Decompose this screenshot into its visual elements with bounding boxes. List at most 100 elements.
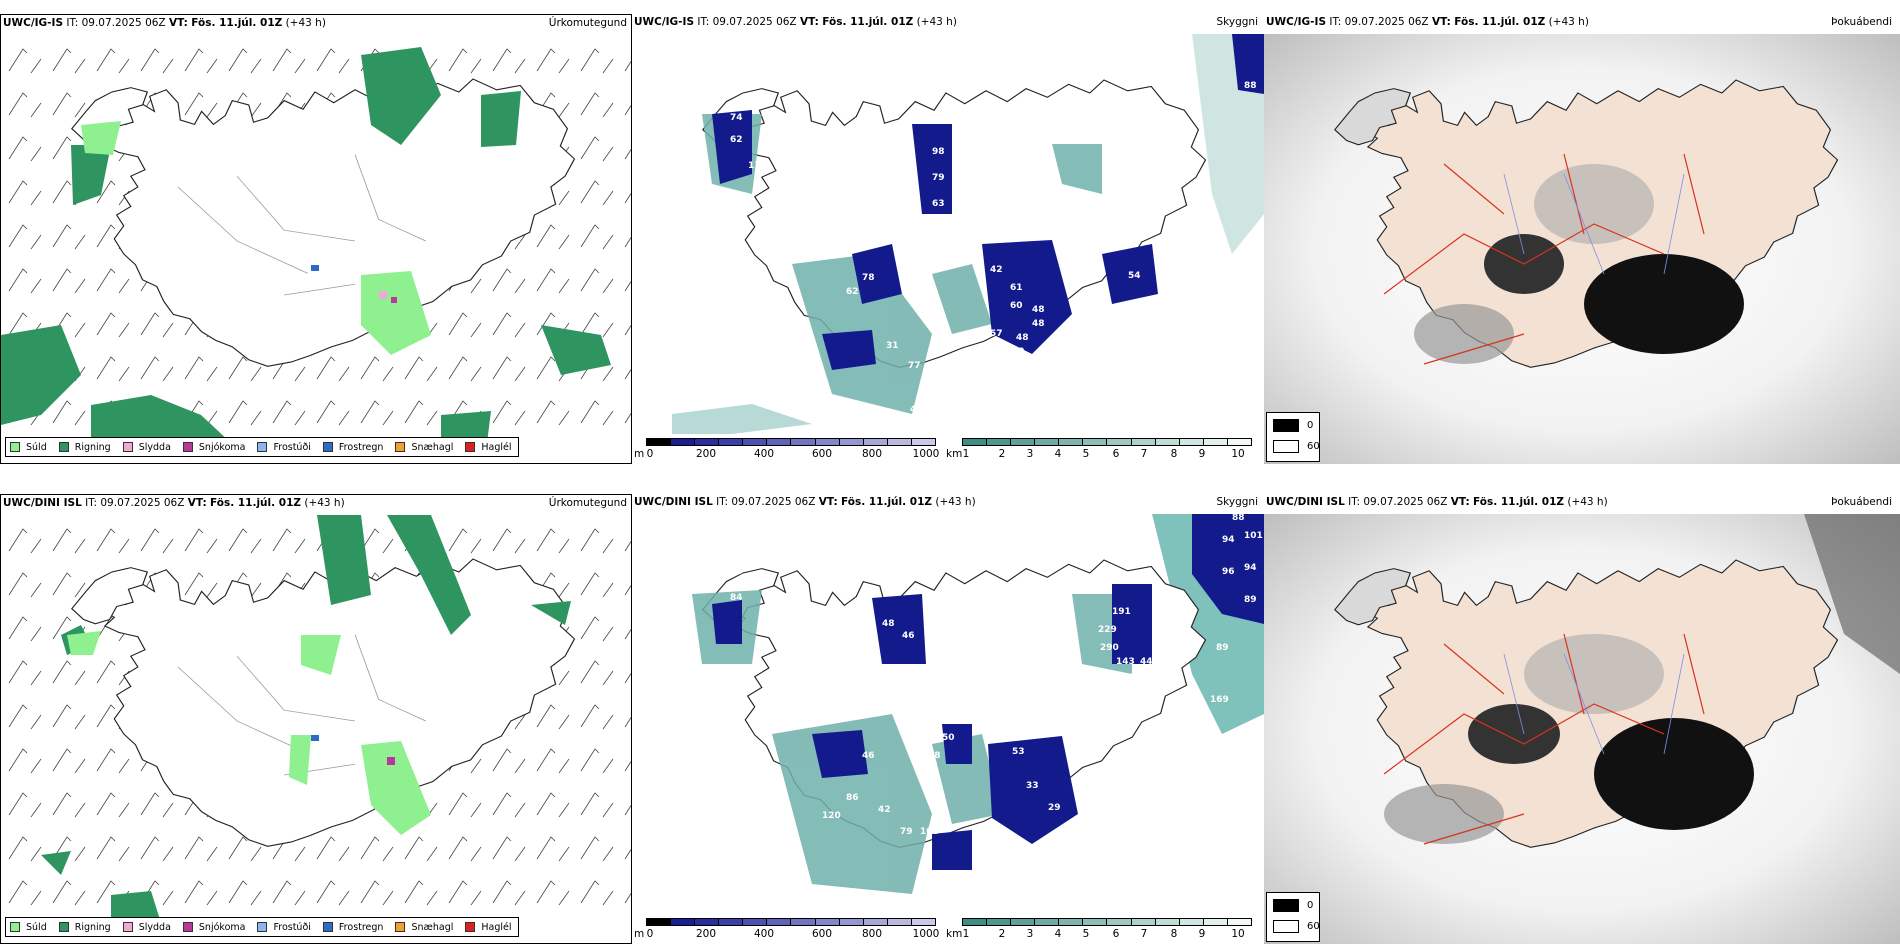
- scale-label: 1000: [912, 928, 940, 940]
- cloud-base-label: 88: [1038, 231, 1051, 241]
- scale-unit: m: [634, 448, 645, 460]
- road-lines: [1383, 633, 1705, 845]
- panel-type-label: Þokuábendi: [1831, 16, 1892, 28]
- cloud-base-label: 44: [992, 735, 1005, 745]
- cloud-base-label: 88: [1232, 514, 1245, 523]
- scale-label: 200: [695, 448, 717, 460]
- scale-label: 600: [811, 928, 833, 940]
- panel-title: UWC/DINI ISL IT: 09.07.2025 06Z VT: Fös.…: [634, 496, 976, 508]
- scale-cell: [1227, 919, 1251, 925]
- scale-cell: [1155, 919, 1180, 925]
- cloud-base-label: 48: [1032, 319, 1045, 329]
- scale-cell: [839, 439, 864, 445]
- cloud-base-label: 169: [1210, 695, 1229, 705]
- scale-cell: [1035, 919, 1060, 925]
- cloud-base-label: 148: [958, 207, 977, 217]
- scale-label: 10: [1231, 928, 1245, 940]
- scale-label: 6: [1112, 928, 1120, 940]
- cloud-base-label: 191: [1112, 607, 1131, 617]
- scale-cell: [767, 439, 792, 445]
- scale-cell: [647, 919, 672, 925]
- scale-label: 2: [998, 448, 1006, 460]
- scale-cell: [1083, 439, 1108, 445]
- fog-map: [1264, 514, 1900, 944]
- panel-title: UWC/IG-IS IT: 09.07.2025 06Z VT: Fös. 11…: [634, 16, 957, 28]
- scale-label: 3: [1026, 448, 1034, 460]
- legend-item: Frostúði: [257, 922, 311, 933]
- scale-label: 400: [753, 448, 775, 460]
- scale-cell: [1131, 919, 1156, 925]
- road-lines: [1383, 153, 1705, 365]
- legend-swatch: [395, 922, 406, 932]
- legend-swatch: [182, 922, 193, 932]
- legend-swatch: [10, 922, 20, 932]
- scale-label: 5: [1082, 928, 1090, 940]
- fog-map: [1264, 34, 1900, 464]
- scale-cell: [1059, 919, 1084, 925]
- cloud-base-label: 94: [1222, 535, 1235, 545]
- fog-legend-swatch: [1273, 419, 1299, 432]
- cloud-base-label: 57: [990, 329, 1003, 339]
- river-lines: [1503, 653, 1685, 755]
- cloud-base-label: 89: [1216, 643, 1229, 653]
- fog-legend-row: 60: [1273, 440, 1320, 453]
- scale-cell: [1083, 919, 1108, 925]
- legend-item: Frostregn: [322, 442, 383, 453]
- scale-label: 0: [646, 928, 654, 940]
- cloud-base-label: 77: [908, 361, 921, 371]
- cloud-base-label: 79: [900, 827, 913, 837]
- cloud-base-label: 108: [920, 827, 939, 837]
- cloud-base-label: 31: [886, 341, 899, 351]
- scale-cell: [1203, 439, 1228, 445]
- fog-legend: 0 60: [1266, 412, 1320, 462]
- fog-legend-row: 60: [1273, 920, 1320, 933]
- legend-item: Slydda: [122, 442, 171, 453]
- scale-cell: [719, 439, 744, 445]
- scale-label: 4: [1054, 448, 1062, 460]
- low-cloud-areas: [712, 584, 1152, 870]
- cloud-base-label: 120: [822, 811, 841, 821]
- scale-label: 7: [1140, 448, 1148, 460]
- scale-label: 7: [1140, 928, 1148, 940]
- panel-title: UWC/DINI ISL IT: 09.07.2025 06Z VT: Fös.…: [3, 497, 345, 509]
- scale-cell: [1203, 919, 1228, 925]
- scale-label: 1000: [912, 448, 940, 460]
- legend-swatch: [395, 442, 406, 452]
- legend-item: Snjókoma: [182, 922, 245, 933]
- scale-cell: [987, 919, 1012, 925]
- panel-visibility-dini: UWC/DINI ISL IT: 09.07.2025 06Z VT: Fös.…: [632, 494, 1264, 944]
- scale-cell: [1035, 439, 1060, 445]
- panel-type-label: Úrkomutegund: [548, 497, 627, 509]
- cloud-base-label: 34: [1048, 343, 1061, 353]
- cloud-base-label: 290: [1100, 643, 1119, 653]
- legend-item: Snæhagl: [395, 442, 453, 453]
- cloud-base-label: 60: [1010, 301, 1023, 311]
- scale-cell: [815, 439, 840, 445]
- cloud-base-labels: 88 74 62 112 98 79 63 148 80 336 88 78 6…: [730, 81, 1257, 415]
- cloud-base-label: 42: [990, 265, 1003, 275]
- legend-swatch: [182, 442, 193, 452]
- scale-color-bar: [646, 918, 936, 926]
- cloud-base-label: 213: [964, 683, 983, 693]
- cloud-base-label: 63: [932, 199, 945, 209]
- legend-swatch: [58, 922, 69, 932]
- cloud-base-scale: m 0 200 400 600 800 1000: [634, 438, 939, 462]
- scale-unit: km: [946, 448, 963, 460]
- low-cloud-areas: [712, 110, 1158, 370]
- legend-item: Rigning: [58, 442, 111, 453]
- scale-cell: [743, 439, 768, 445]
- scale-cell: [671, 439, 696, 445]
- scale-cell: [1107, 919, 1132, 925]
- scale-cell: [1059, 439, 1084, 445]
- scale-label: 200: [695, 928, 717, 940]
- panel-precip-type-dini: UWC/DINI ISL IT: 09.07.2025 06Z VT: Fös.…: [0, 494, 632, 944]
- scale-cell: [743, 919, 768, 925]
- rain-areas: [1, 47, 611, 443]
- scale-cell: [815, 919, 840, 925]
- cloud-base-label: 84: [730, 593, 743, 603]
- scale-cell: [695, 919, 720, 925]
- scale-label: 8: [1170, 928, 1178, 940]
- fog-legend-swatch: [1273, 920, 1299, 933]
- drizzle-areas: [67, 631, 431, 835]
- cloud-base-label: 62: [1012, 347, 1025, 357]
